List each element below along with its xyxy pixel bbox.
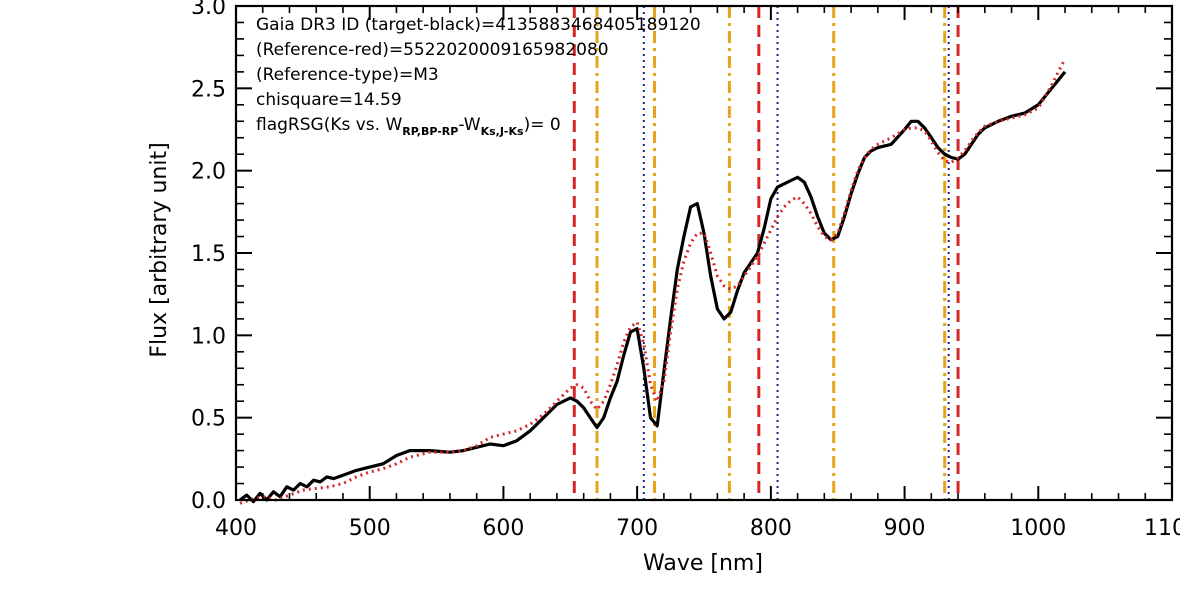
x-tick-label: 700 (616, 516, 658, 541)
x-tick-label: 1000 (1010, 516, 1066, 541)
flag-mid: -W (458, 115, 480, 135)
annotation-reference-id: (Reference-red)=5522020009165982080 (256, 40, 609, 60)
x-tick-label: 400 (215, 516, 257, 541)
y-axis-label: Flux [arbitrary unit] (147, 142, 172, 357)
y-tick-label: 1.5 (191, 242, 226, 267)
flag-subscript-2: Ks,J-Ks (481, 125, 524, 138)
chart-annotations: Gaia DR3 ID (target-black)=4135883468405… (256, 15, 701, 138)
flag-subscript-1: RP,BP-RP (402, 125, 458, 138)
x-tick-label: 500 (349, 516, 391, 541)
y-tick-label: 2.5 (191, 77, 226, 102)
y-axis-ticks: 0.0 0.5 1.0 1.5 2.0 2.5 3.0 (191, 0, 1172, 514)
annotation-reference-type: (Reference-type)=M3 (256, 65, 439, 85)
reference-spectrum-line (239, 58, 1067, 505)
x-tick-label: 900 (884, 516, 926, 541)
target-spectrum-line (239, 70, 1067, 504)
flag-suffix: )= 0 (524, 115, 561, 135)
y-tick-label: 0.0 (191, 489, 226, 514)
flux-series (239, 58, 1067, 505)
y-tick-label: 2.0 (191, 160, 226, 185)
x-axis-label: Wave [nm] (643, 551, 763, 576)
annotation-chisquare: chisquare=14.59 (256, 90, 402, 110)
y-tick-label: 3.0 (191, 0, 226, 20)
x-tick-label: 600 (482, 516, 524, 541)
flag-prefix: flagRSG(Ks vs. W (256, 115, 402, 135)
y-tick-label: 0.5 (191, 407, 226, 432)
y-tick-label: 1.0 (191, 324, 226, 349)
x-tick-label: 800 (750, 516, 792, 541)
feature-lines (572, 6, 960, 500)
annotation-flag-rsg: flagRSG(Ks vs. WRP,BP-RP-WKs,J-Ks)= 0 (256, 115, 561, 138)
annotation-gaia-id: Gaia DR3 ID (target-black)=4135883468405… (256, 15, 701, 35)
